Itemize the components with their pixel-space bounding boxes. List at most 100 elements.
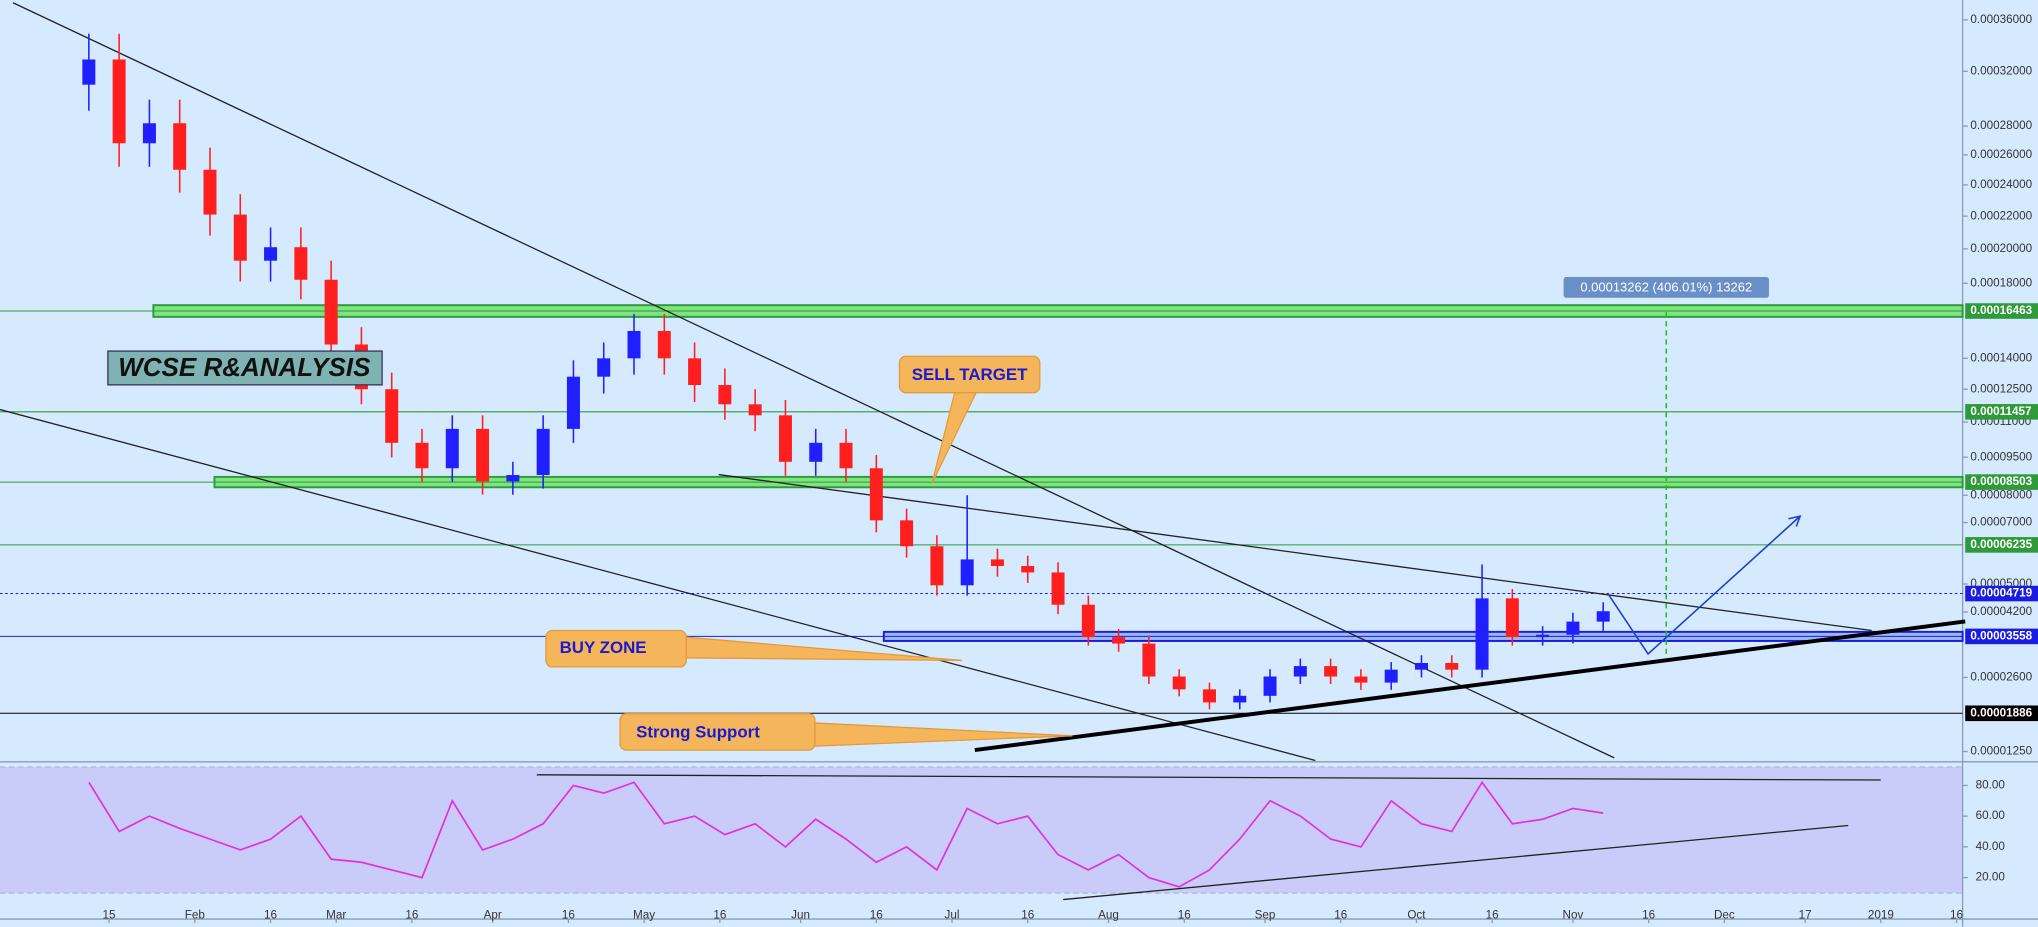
candle-body [233,214,247,261]
candle-body [1596,611,1610,622]
candle-body [627,330,641,359]
x-tick-label: Oct [1407,908,1426,921]
candle-body [264,247,278,261]
callout-box [898,355,1041,394]
candle-body [778,415,792,462]
x-tick-label: 16 [1334,908,1347,921]
level-label-box [1965,628,2038,645]
y-tick-label: 0.00020000 [1970,242,2032,255]
candle-body [566,376,580,429]
level-label-box [1965,585,2038,602]
candle-body [809,442,823,462]
candle-body [1021,566,1035,573]
candle-body [1263,676,1277,696]
callout-text: Strong Support [636,723,760,742]
candle-body [112,59,126,144]
levels [0,304,1964,714]
y-tick-label: 0.00018000 [1970,276,2032,289]
candle-body [869,468,883,521]
candle-body [536,428,550,476]
candle-body [1536,634,1550,638]
candle-body [173,123,187,170]
x-tick-label: 16 [870,908,883,921]
candle-body [597,358,611,377]
candle-body [1354,676,1368,683]
candle-body [1324,666,1338,677]
x-tick-label: Sep [1255,908,1276,921]
y-tick-label: 0.00002600 [1970,671,2032,684]
rsi-tick-label: 40.00 [1976,840,2006,853]
x-tick-label: Nov [1563,908,1584,921]
rsi-tick-label: 60.00 [1976,809,2006,822]
rsi-line [88,780,1604,888]
level-label-box [1965,474,2038,490]
axes: 0.00036000 0.00032000 0.00028000 0.00026000… [103,13,2038,923]
candle-body [748,404,762,416]
y-tick-label: 0.00032000 [1970,64,2032,77]
support-trend-line [974,619,1966,753]
x-tick-label: 2019 [1868,908,1894,921]
brand-text: WCSE R&ANALYSIS [118,352,371,382]
rsi [88,774,1881,901]
candle-body [142,123,156,144]
rsi-trend-line [536,774,1881,781]
x-tick-label: 16 [1950,908,1963,921]
candle-body [657,330,671,359]
drawings [0,2,1966,762]
rsi-trend-line [1063,824,1849,901]
y-tick-label: 0.00012500 [1970,382,2032,395]
trend-line [718,473,1872,632]
callout-box [545,629,687,668]
y-tick-label: 0.00001250 [1970,745,2032,758]
candle-body [1112,637,1126,644]
sell-callout: SELL TARGET [898,355,1041,484]
level-label: 0.00006235 [1970,538,2032,551]
brand-box: WCSE R&ANALYSIS [107,350,383,386]
x-tick-label: 16 [713,908,726,921]
candle-body [688,358,702,386]
x-tick-label: Jul [945,908,960,921]
callout-box [619,713,816,751]
callout-text: BUY ZONE [560,638,647,657]
measure-text: 0.00013262 (406.01%) 13262 [1580,279,1752,294]
candle-body [1051,572,1065,605]
x-tick-label: May [633,908,655,921]
candle-body [385,389,399,443]
candle-body [476,428,490,482]
candle-body [1475,598,1489,670]
level-label-box [1965,537,2038,553]
candle-body [990,559,1004,567]
y-tick-label: 0.00008000 [1970,488,2032,501]
candle-body [82,59,96,85]
x-tick-label: 16 [1178,908,1191,921]
candle-body [1505,598,1519,638]
candle-body [930,546,944,586]
candle-body [1172,676,1186,690]
support-callout: Strong Support [619,713,1073,751]
candle-body [1384,669,1398,683]
candle-body [1233,695,1247,703]
y-tick-label: 0.00036000 [1970,13,2032,26]
candle-body [1202,689,1216,703]
level-label-box [1965,404,2038,420]
level-label-box [1965,705,2038,722]
candle-body [1142,643,1156,677]
candle-body [1081,604,1095,638]
brand-frame [107,350,383,386]
candle-body [839,442,853,469]
y-tick-label: 0.00028000 [1970,119,2032,132]
x-tick-label: 16 [264,908,277,921]
level-label: 0.00016463 [1970,304,2032,317]
candle-body [1566,621,1580,635]
arrow-head [1788,515,1802,527]
y-tick-label: 0.00004200 [1970,605,2032,618]
candle-body [203,169,217,215]
y-tick-label: 0.00014000 [1970,351,2032,364]
trend-line [0,408,1316,762]
candle-body [960,559,974,586]
x-tick-label: Feb [185,908,206,921]
rsi-tick-label: 20.00 [1976,871,2006,884]
x-tick-label: Mar [326,908,346,921]
